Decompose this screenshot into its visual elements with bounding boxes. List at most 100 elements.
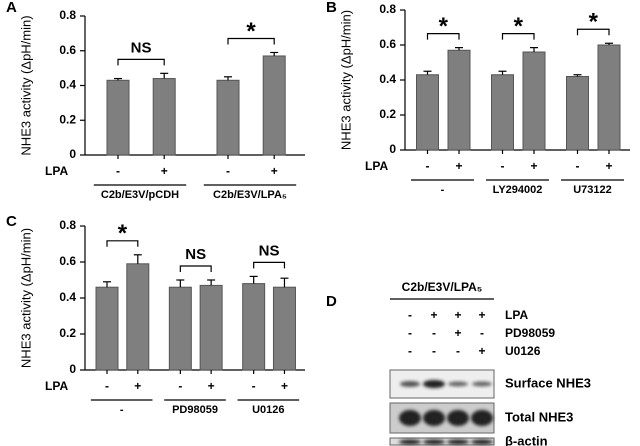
y-tick-label: 0.8 [379, 2, 396, 16]
significance-bracket [253, 261, 286, 269]
panel-label: D [326, 293, 337, 310]
y-axis-label: NHE3 activity (ΔpH/min) [18, 228, 33, 368]
treatment-label: U0126 [505, 344, 541, 358]
significance-label: NS [185, 246, 206, 263]
treatment-sign: + [454, 326, 461, 340]
bar [447, 49, 471, 151]
bar [262, 55, 286, 156]
x-tick-label: - [178, 379, 182, 393]
significance-label: * [439, 13, 449, 40]
treatment-sign: - [408, 344, 412, 358]
row-label: LPA [45, 379, 68, 393]
treatment-sign: + [478, 308, 485, 322]
y-tick-label: 0.6 [59, 254, 76, 268]
y-tick-label: 0 [389, 142, 396, 156]
treatment-label: PD98059 [505, 326, 555, 340]
bar [168, 286, 192, 371]
y-tick-label: 0.4 [59, 290, 76, 304]
x-tick-label: + [281, 379, 288, 393]
significance-bracket [179, 265, 212, 272]
treatment-sign: - [408, 308, 412, 322]
bar [95, 286, 119, 371]
significance-label: NS [131, 39, 152, 56]
bar [416, 74, 439, 151]
group-label: - [441, 184, 445, 196]
significance-bracket [426, 33, 460, 40]
x-tick-label: - [105, 379, 109, 393]
x-tick-label: + [455, 159, 462, 173]
x-tick-label: - [116, 164, 120, 178]
x-tick-label: + [134, 379, 141, 393]
significance-label: * [514, 13, 524, 40]
bar [216, 79, 240, 156]
treatment-label: LPA [505, 308, 528, 322]
significance-bracket [501, 33, 535, 40]
treatment-sign: - [456, 344, 460, 358]
group-label: U0126 [252, 404, 284, 416]
group-label: LY294002 [493, 184, 543, 196]
row-label: LPA [45, 164, 68, 178]
x-tick-label: + [161, 164, 168, 178]
significance-label: * [589, 9, 599, 36]
x-tick-label: - [226, 164, 230, 178]
x-tick-label: - [426, 159, 430, 173]
significance-label: * [118, 220, 128, 247]
y-tick-label: 0.4 [379, 72, 396, 86]
x-tick-label: - [576, 159, 580, 173]
bar [199, 284, 223, 371]
band-label: β-actin [505, 433, 548, 446]
bar [597, 44, 621, 151]
significance-label: * [246, 18, 256, 45]
y-axis-label: NHE3 activity (ΔpH/min) [338, 10, 353, 150]
bar [522, 51, 546, 151]
bar [242, 283, 266, 371]
treatment-sign: + [454, 308, 461, 322]
panel-label: A [6, 0, 17, 16]
bar [106, 79, 130, 156]
row-label: LPA [365, 159, 388, 173]
group-label: - [120, 404, 124, 416]
y-tick-label: 0.8 [59, 218, 76, 232]
significance-bracket [227, 37, 275, 45]
y-tick-label: 0 [69, 147, 76, 161]
bar [152, 78, 176, 156]
band-label: Surface NHE3 [505, 375, 591, 390]
y-tick-label: 0.2 [59, 326, 76, 340]
bar [126, 263, 150, 371]
bar [566, 76, 589, 151]
blot-images [389, 369, 495, 446]
y-axis-label: NHE3 activity (ΔpH/min) [18, 15, 33, 155]
x-tick-label: + [605, 159, 612, 173]
y-tick-label: 0.6 [59, 43, 76, 57]
x-tick-label: - [252, 379, 256, 393]
significance-bracket [117, 58, 165, 66]
y-tick-label: 0.4 [59, 78, 76, 92]
band-label: Total NHE3 [505, 409, 573, 424]
group-label: U73122 [573, 184, 612, 196]
x-tick-label: - [501, 159, 505, 173]
group-label: C2b/E3V/LPA₅ [213, 189, 287, 201]
panel-label: C [6, 213, 17, 230]
treatment-sign: + [430, 308, 437, 322]
y-tick-label: 0.6 [379, 37, 396, 51]
treatment-sign: + [478, 344, 485, 358]
treatment-sign: - [432, 326, 436, 340]
y-tick-label: 0.2 [59, 112, 76, 126]
group-label: C2b/E3V/pCDH [101, 189, 179, 201]
significance-bracket [576, 28, 610, 36]
x-tick-label: + [208, 379, 215, 393]
x-tick-label: + [271, 164, 278, 178]
y-tick-label: 0 [69, 362, 76, 376]
x-tick-label: + [530, 159, 537, 173]
panel-label: B [326, 0, 337, 16]
blot-group-label: C2b/E3V/LPA₅ [402, 280, 483, 294]
treatment-sign: - [432, 344, 436, 358]
bar [491, 74, 514, 151]
bar [272, 286, 296, 371]
significance-label: NS [259, 242, 280, 259]
y-tick-label: 0.2 [379, 107, 396, 121]
treatment-sign: - [408, 326, 412, 340]
significance-bracket [106, 240, 139, 247]
y-tick-label: 0.8 [59, 8, 76, 22]
